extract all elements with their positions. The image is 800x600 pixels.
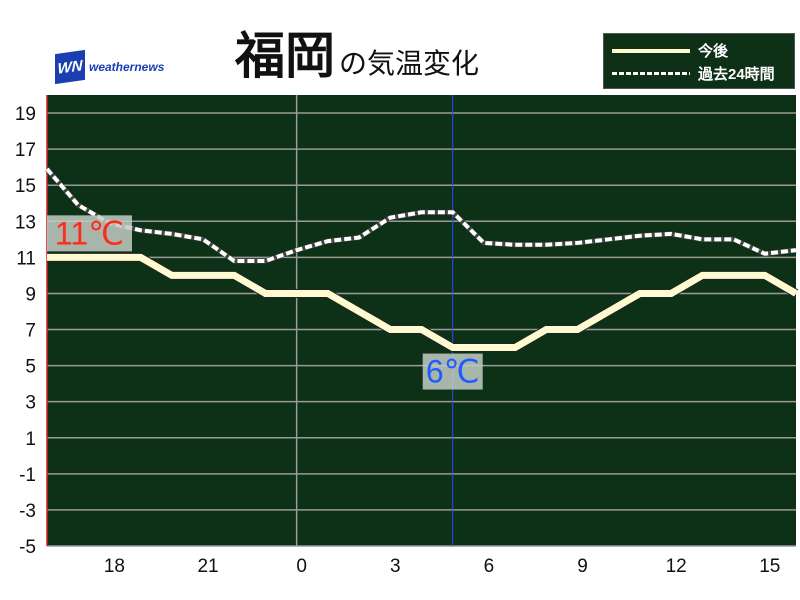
weathernews-logo: WN weathernews: [55, 49, 165, 85]
chart-title: 福岡 の気温変化: [235, 28, 479, 84]
min-temperature-label: 6℃: [426, 354, 480, 390]
x-tick-label: 21: [197, 556, 218, 577]
y-tick-label: -1: [19, 465, 36, 486]
y-tick-label: -5: [19, 537, 36, 558]
y-tick-label: 3: [25, 393, 36, 414]
legend-past: 過去24時間: [612, 63, 775, 84]
y-tick-label: -3: [19, 501, 36, 522]
y-tick-label: 17: [15, 140, 36, 161]
legend-future: 今後: [612, 40, 728, 61]
x-tick-label: 0: [296, 556, 307, 577]
legend-future-label: 今後: [698, 43, 729, 60]
y-tick-label: 15: [15, 176, 36, 197]
y-tick-label: 5: [25, 357, 36, 378]
legend-past-swatch: [612, 72, 690, 75]
y-tick-label: 7: [25, 321, 36, 342]
x-tick-label: 9: [577, 556, 588, 577]
title-rest: の気温変化: [339, 48, 480, 79]
y-tick-label: 13: [15, 212, 36, 233]
x-tick-label: 18: [104, 556, 125, 577]
legend-past-label: 過去24時間: [698, 66, 775, 83]
legend: 今後 過去24時間: [603, 33, 795, 89]
y-tick-label: 19: [15, 104, 36, 125]
y-tick-label: 11: [16, 248, 36, 269]
x-tick-label: 15: [759, 556, 780, 577]
past-temperature-line: [45, 167, 797, 263]
y-tick-label: 9: [25, 284, 36, 305]
max-label-box: [47, 215, 132, 252]
future-temperature-line: [47, 253, 798, 352]
max-temperature-label: 11℃: [55, 215, 124, 251]
min-label-box: [422, 353, 483, 390]
y-tick-label: 1: [25, 429, 36, 450]
logo-text: weathernews: [89, 60, 165, 74]
x-tick-label: 12: [666, 556, 687, 577]
title-city: 福岡: [235, 28, 335, 84]
x-tick-label: 3: [390, 556, 401, 577]
legend-future-swatch: [612, 48, 690, 53]
plot-area: [47, 95, 796, 546]
x-tick-label: 6: [484, 556, 495, 577]
